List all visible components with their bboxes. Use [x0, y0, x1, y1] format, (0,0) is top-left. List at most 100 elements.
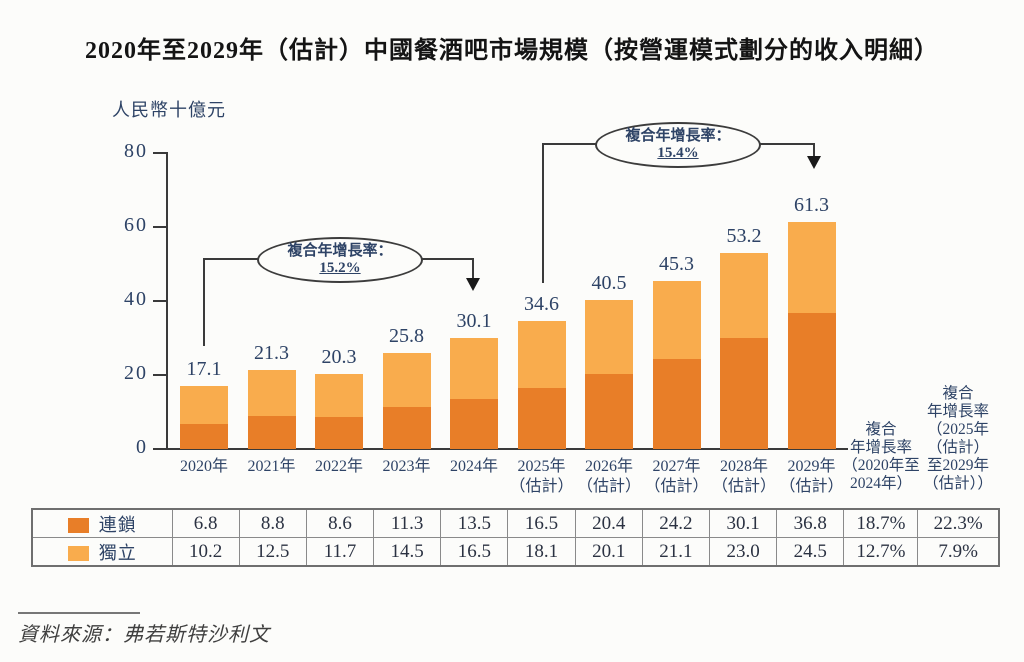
- y-tick-label: 20: [124, 362, 148, 384]
- value-cell: 20.4: [574, 508, 643, 538]
- x-category-label-line: 2020年: [179, 458, 228, 475]
- bar-total-label: 34.6: [524, 293, 559, 315]
- bar-total-label: 30.1: [456, 310, 492, 332]
- legend-cell: 連鎖: [31, 508, 173, 538]
- x-category-label-line: 2029年: [787, 458, 836, 475]
- x-axis-line: [166, 448, 848, 450]
- table-row: 連鎖 6.8 8.8 8.6 11.3 13.5 16.5 20.4 24.2 30.1 36.8 1…: [31, 508, 1000, 538]
- bar-segment-獨立: [382, 353, 431, 407]
- legend-swatch-icon: [67, 517, 89, 533]
- bar-segment-獨立: [517, 321, 566, 388]
- source-divider: [18, 612, 140, 614]
- bar-segment-連鎖: [315, 417, 363, 449]
- x-category-label: 2023年: [359, 457, 455, 477]
- bar-segment-連鎖: [450, 399, 498, 449]
- value-cell: 10.2: [171, 537, 240, 567]
- bar-total-label: 17.1: [186, 358, 222, 380]
- chart-title: 2020年至2029年（估計）中國餐酒吧市場規模（按營運模式劃分的收入明細）: [85, 38, 939, 64]
- x-category-label-line: 2028年: [719, 458, 768, 475]
- series-name: 連鎖: [98, 514, 137, 535]
- cagr-header-line: 年增長率: [849, 439, 912, 456]
- x-category-label-line: 2026年: [584, 458, 633, 475]
- value-cell: 18.1: [507, 537, 576, 567]
- cagr-header-line: 複合: [865, 421, 897, 438]
- x-category-label-line: （估計）: [576, 478, 641, 495]
- bar-total-label: 61.3: [794, 194, 829, 216]
- bar-segment-連鎖: [652, 359, 701, 449]
- bar-segment-獨立: [787, 222, 836, 313]
- x-category-label: 2026年 （估計）: [561, 457, 657, 497]
- x-category-label: 2024年: [426, 457, 522, 477]
- value-cell: 6.8: [171, 508, 240, 538]
- x-category-label: 2028年 （估計）: [696, 457, 792, 497]
- x-category-label: 2022年: [291, 457, 387, 477]
- bar-segment-獨立: [720, 253, 768, 338]
- bar-segment-獨立: [180, 386, 228, 424]
- cagr-cell: 22.3%: [917, 508, 1000, 538]
- cagr-header-line: （估計））: [923, 475, 993, 492]
- source-note: 資料來源：弗若斯特沙利文: [18, 624, 270, 646]
- x-category-label-line: 2021年: [247, 458, 296, 475]
- y-tick-label: 80: [124, 140, 148, 162]
- cagr-bubble-1: 複合年增長率： 15.2%: [257, 237, 423, 283]
- cagr-header-line: 年增長率: [926, 403, 989, 420]
- x-category-label-line: （估計）: [509, 478, 574, 495]
- y-tick-label: 40: [124, 288, 148, 310]
- x-category-label: 2021年: [224, 457, 320, 477]
- y-tick-mark: [153, 374, 166, 376]
- y-axis-unit-label: 人民幣十億元: [112, 100, 226, 120]
- bar-segment-連鎖: [585, 374, 633, 449]
- table-row: 獨立 10.2 12.5 11.7 14.5 16.5 18.1 20.1 21.1 23.0 24…: [31, 537, 1000, 567]
- cagr-header-line: （估計）: [926, 439, 989, 456]
- value-cell: 13.5: [440, 508, 509, 538]
- bar-total-label: 45.3: [659, 253, 694, 275]
- bar-segment-連鎖: [720, 338, 768, 449]
- value-cell: 12.5: [238, 537, 307, 567]
- value-cell: 16.5: [507, 508, 576, 538]
- y-tick-label: 60: [124, 214, 148, 236]
- y-tick-mark: [153, 152, 166, 154]
- cagr-value: 15.2%: [319, 260, 361, 276]
- cagr-header-1: 複合 年增長率 （2020年至 2024年）: [842, 421, 920, 493]
- connector-line: [542, 143, 544, 283]
- bar-segment-獨立: [652, 281, 701, 359]
- value-cell: 14.5: [373, 537, 442, 567]
- bar-total-label: 21.3: [254, 342, 289, 364]
- bar-total-label: 40.5: [591, 272, 627, 294]
- x-category-label-line: 2025年: [517, 458, 566, 475]
- legend-cell: 獨立: [31, 537, 173, 567]
- cagr-header-line: 複合: [942, 385, 974, 402]
- value-cell: 24.5: [776, 537, 845, 567]
- y-tick-mark: [153, 448, 166, 450]
- x-category-label-line: 2024年: [449, 458, 498, 475]
- bar-total-label: 53.2: [726, 225, 762, 247]
- arrow-down-icon: [466, 278, 480, 291]
- connector-line: [472, 258, 474, 279]
- cagr-header-line: （2020年至: [842, 457, 920, 474]
- y-tick-mark: [153, 226, 166, 228]
- legend-swatch-icon: [67, 545, 89, 561]
- y-tick-mark: [153, 300, 166, 302]
- connector-line: [203, 258, 205, 346]
- value-cell: 11.3: [373, 508, 442, 538]
- bar-segment-獨立: [585, 300, 633, 374]
- x-category-label-line: （估計）: [644, 478, 709, 495]
- cagr-value: 15.4%: [657, 145, 699, 161]
- bar-segment-連鎖: [787, 313, 836, 449]
- cagr-bubble-2: 複合年增長率： 15.4%: [595, 122, 761, 168]
- value-cell: 8.6: [305, 508, 375, 538]
- value-cell: 21.1: [641, 537, 711, 567]
- connector-line: [813, 143, 815, 157]
- x-category-label-line: 2022年: [314, 458, 363, 475]
- bar-total-label: 20.3: [321, 346, 357, 368]
- x-category-label: 2027年 （估計）: [629, 457, 725, 497]
- value-cell: 11.7: [305, 537, 375, 567]
- cagr-cell: 12.7%: [843, 537, 919, 567]
- cagr-label: 複合年增長率：: [287, 243, 393, 259]
- bar-segment-連鎖: [180, 424, 228, 449]
- value-cell: 36.8: [776, 508, 845, 538]
- value-cell: 8.8: [238, 508, 307, 538]
- bar-segment-獨立: [247, 370, 296, 416]
- bar-segment-連鎖: [517, 388, 566, 449]
- x-category-label: 2025年 （估計）: [494, 457, 590, 497]
